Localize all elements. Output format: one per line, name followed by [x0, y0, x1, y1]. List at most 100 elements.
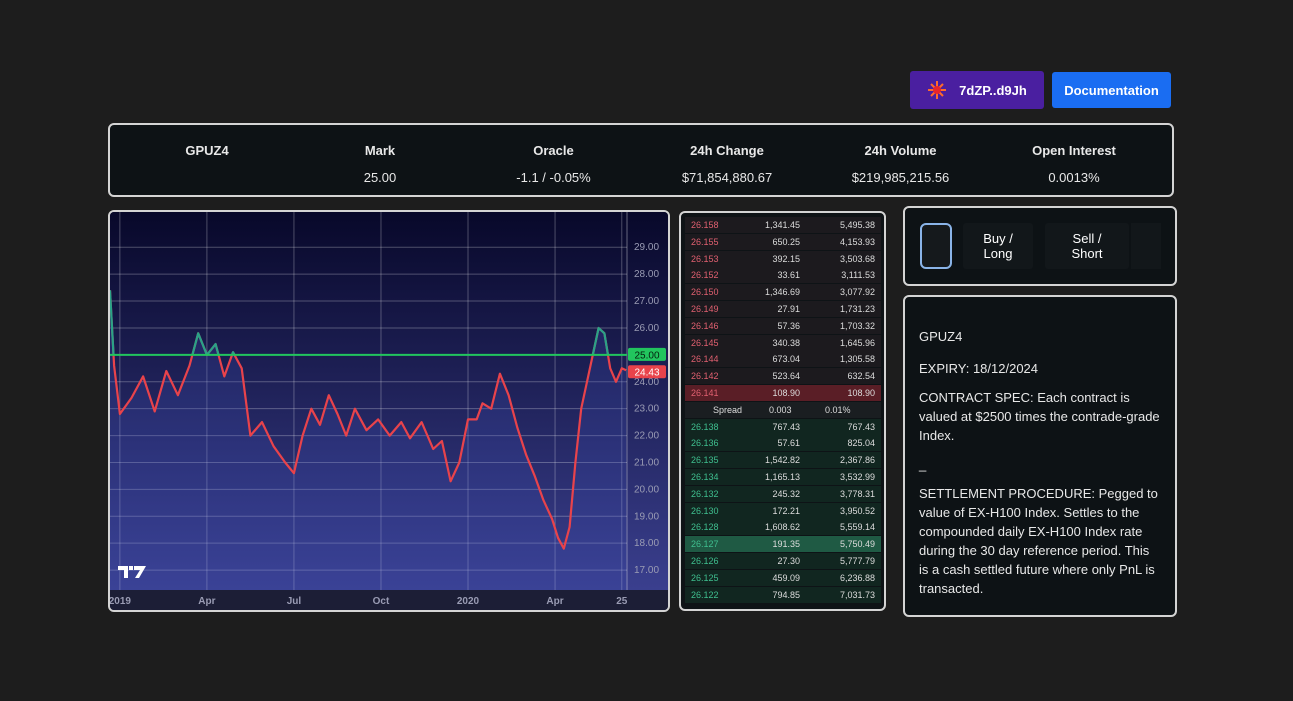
ob-price: 26.146 [691, 320, 719, 331]
ob-size: 108.90 [772, 388, 800, 398]
ob-total: 5,559.14 [839, 522, 875, 533]
ob-total: 3,532.99 [839, 472, 875, 482]
orderbook-row: 26.125 459.09 6,236.88 [685, 569, 881, 586]
x-tick-label: 2020 [457, 596, 480, 607]
ob-size: 27.91 [777, 304, 800, 314]
stat-value: $219,985,215.56 [851, 170, 950, 185]
stat-label: 24h Volume [864, 143, 937, 158]
wallet-button[interactable]: 7dZP..d9Jh [910, 71, 1044, 109]
ob-size: 57.36 [777, 320, 800, 331]
docs-button[interactable]: Documentation [1052, 72, 1171, 108]
ob-price: 26.141 [691, 388, 719, 398]
y-tick-label: 17.00 [634, 565, 659, 576]
orderbook-row: 26.122 794.85 7,031.73 [685, 586, 881, 603]
orderbook-row: 26.145 340.38 1,645.96 [685, 334, 881, 351]
symbol: GPUZ4 [185, 143, 229, 158]
ob-size: 1,542.82 [764, 455, 800, 466]
ob-total: 5,777.79 [839, 556, 875, 566]
ob-size: 767.43 [772, 421, 800, 432]
ob-total: 2,367.86 [839, 455, 875, 466]
ob-total: 632.54 [847, 371, 875, 382]
ob-size: 1,608.62 [764, 522, 800, 533]
stat: 24h Change $71,854,880.67 [640, 143, 814, 185]
ob-size: 57.61 [777, 438, 800, 449]
orderbook-row: 26.132 245.32 3,778.31 [685, 485, 881, 502]
y-tick-label: 27.00 [634, 296, 659, 307]
ob-price: 26.130 [691, 505, 719, 516]
stat-value: 0.0013% [1048, 170, 1100, 185]
x-tick-label: Oct [373, 596, 390, 607]
stat-label: Mark [364, 143, 396, 158]
ob-size: 0.003 [769, 404, 792, 415]
ob-price: 26.145 [691, 337, 719, 348]
ob-size: 340.38 [772, 337, 800, 348]
plot-background [110, 212, 668, 590]
orderbook-row: 26.128 1,608.62 5,559.14 [685, 519, 881, 536]
stat-label: Oracle [533, 143, 574, 158]
trade-panel: Buy / Long Sell / Short [903, 206, 1177, 286]
y-tick-label: 20.00 [634, 484, 659, 495]
orderbook-row: 26.135 1,542.82 2,367.86 [685, 452, 881, 469]
buy-label: Buy / Long [983, 231, 1013, 261]
ob-price: 26.144 [691, 354, 719, 365]
ob-size: 27.30 [777, 556, 800, 566]
ob-price: 26.127 [691, 539, 719, 550]
ob-price: 26.136 [691, 438, 719, 449]
ob-size: 523.64 [772, 371, 800, 382]
ob-size: 1,165.13 [764, 472, 800, 482]
ob-price: 26.125 [691, 572, 719, 583]
x-tick-label: Apr [546, 596, 563, 607]
ob-total: 3,077.92 [839, 287, 875, 298]
spacer-block [1131, 223, 1161, 269]
stat: Mark 25.00 [293, 143, 467, 185]
orderbook-row: 26.149 27.91 1,731.23 [685, 301, 881, 317]
info-paragraph: _ [919, 457, 927, 472]
ob-total: 767.43 [847, 421, 875, 432]
orderbook-row: 26.138 767.43 767.43 [685, 418, 881, 435]
stat: 24h Volume $219,985,215.56 [814, 143, 988, 185]
ob-price: 26.152 [691, 270, 719, 281]
y-tick-label: 19.00 [634, 511, 659, 522]
ob-size: 392.15 [772, 253, 800, 264]
stats-bar: GPUZ4 Mark 25.00 Oracle -1.1 / -0.05% 24h Ch… [108, 123, 1174, 197]
orderbook-row: 26.136 57.61 825.04 [685, 435, 881, 452]
info-paragraph: CONTRACT SPEC: Each contract is valued a… [919, 390, 1160, 443]
size-input[interactable] [920, 223, 952, 269]
orderbook-row: 26.144 673.04 1,305.58 [685, 351, 881, 368]
ob-size: 673.04 [772, 354, 800, 365]
ob-total: 1,731.23 [839, 304, 875, 314]
ob-total: 3,111.53 [841, 270, 875, 281]
contract-info: GPUZ4 EXPIRY: 18/12/2024 CONTRACT SPEC: Ea… [903, 295, 1177, 617]
wallet-address: 7dZP..d9Jh [959, 82, 1027, 98]
ob-size: 650.25 [772, 236, 800, 247]
orderbook-row: 26.126 27.30 5,777.79 [685, 553, 881, 569]
ob-price: 26.134 [691, 472, 719, 482]
orderbook-row: 26.152 33.61 3,111.53 [685, 267, 881, 284]
orderbook-row: 26.146 57.36 1,703.32 [685, 317, 881, 334]
orderbook-row: 26.130 172.21 3,950.52 [685, 502, 881, 519]
stat-value: 25.00 [363, 170, 397, 185]
x-tick-label: 2019 [110, 596, 131, 607]
ob-price: 26.158 [691, 220, 719, 230]
ob-total: 4,153.93 [839, 236, 875, 247]
price-chart: 2019 Apr Jul Oct 2020 Apr 25 17.00 18.00 19.00 20.… [110, 212, 668, 610]
ob-total: 1,703.32 [839, 320, 875, 331]
orderbook-row: 26.142 523.64 632.54 [685, 368, 881, 385]
orderbook-row: 26.134 1,165.13 3,532.99 [685, 469, 881, 485]
ob-total: 7,031.73 [839, 589, 875, 600]
ob-size: 1,341.45 [764, 220, 800, 230]
sell-button[interactable]: Sell / Short [1045, 223, 1129, 269]
ob-price: 26.149 [691, 304, 719, 314]
y-tick-label: 21.00 [634, 457, 659, 468]
info-paragraph: EXPIRY: 18/12/2024 [919, 361, 1039, 376]
buy-button[interactable]: Buy / Long [963, 223, 1033, 269]
ob-price: 26.150 [691, 287, 719, 298]
ob-total: 3,950.52 [839, 505, 875, 516]
orderbook-row: 26.158 1,341.45 5,495.38 [685, 217, 881, 233]
x-axis-band [110, 590, 668, 610]
stat-label: 24h Change [690, 143, 764, 158]
y-tick-label: 23.00 [634, 404, 659, 415]
ob-size: 459.09 [772, 572, 800, 583]
ob-total: 825.04 [847, 438, 875, 449]
x-tick-label: 25 [616, 596, 628, 607]
